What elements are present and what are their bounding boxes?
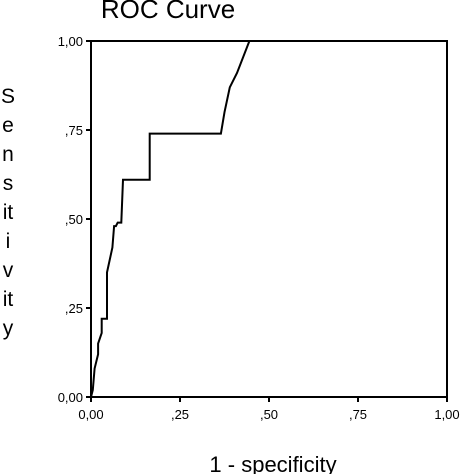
y-axis-label-part: e bbox=[2, 114, 14, 137]
x-tick-label: 0,00 bbox=[78, 407, 103, 422]
y-tick-label: ,50 bbox=[65, 212, 83, 227]
y-axis-label-part: v bbox=[3, 259, 14, 282]
chart-title: ROC Curve bbox=[101, 0, 235, 24]
y-axis-label-part: S bbox=[1, 85, 15, 108]
x-tick-label: 1,00 bbox=[434, 407, 459, 422]
x-axis-label: 1 - specificity bbox=[209, 452, 336, 474]
x-tick-label: ,75 bbox=[349, 407, 367, 422]
y-tick-label: 1,00 bbox=[58, 34, 83, 49]
roc-curve-line bbox=[90, 40, 447, 398]
x-tick-label: ,25 bbox=[171, 407, 189, 422]
y-tick-label: ,75 bbox=[65, 123, 83, 138]
plot-frame bbox=[90, 40, 448, 398]
y-axis-label-part: i bbox=[6, 230, 11, 253]
y-axis-label-part: y bbox=[3, 317, 14, 340]
y-axis-label-part: it bbox=[3, 288, 14, 311]
y-axis-label-part: s bbox=[3, 172, 14, 195]
y-axis-label-part: it bbox=[3, 201, 14, 224]
y-tick-label: 0,00 bbox=[58, 390, 83, 405]
x-tick-label: ,50 bbox=[260, 407, 278, 422]
y-axis-label-part: n bbox=[2, 143, 14, 166]
axis-ticks: 0,00 ,25 ,50 ,75 1,00 0,00 ,25 ,50 ,75 1,00 bbox=[58, 34, 460, 422]
y-tick-label: ,25 bbox=[65, 301, 83, 316]
